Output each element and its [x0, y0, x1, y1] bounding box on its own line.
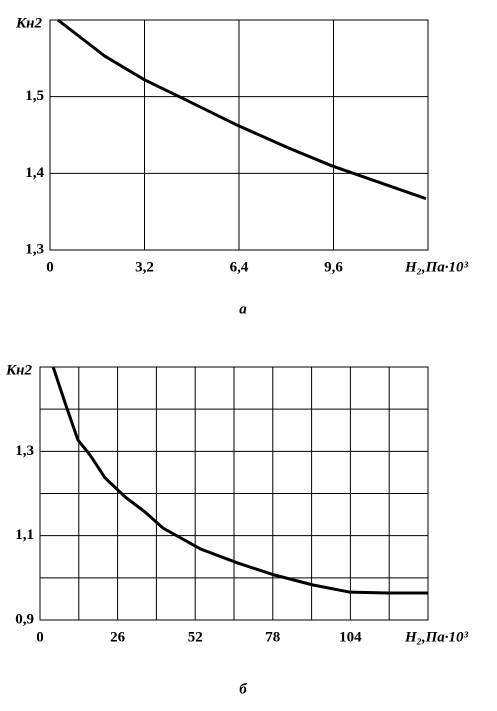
- y-tick-label: 1,3: [15, 443, 34, 459]
- y-axis-label: Кн2: [5, 362, 33, 378]
- y-tick-label: 1,3: [25, 241, 44, 257]
- x-tick-label: 78: [265, 629, 280, 645]
- x-tick-label: 6,4: [230, 259, 249, 275]
- x-tick-label: 0: [36, 629, 44, 645]
- y-tick-label: 1,4: [25, 165, 44, 181]
- x-axis-label: H₂,Па·10³: [404, 259, 469, 275]
- y-tick-label: 1,1: [15, 527, 34, 543]
- x-tick-label: 9,6: [324, 259, 343, 275]
- x-tick-label: 0: [46, 259, 54, 275]
- y-tick-label: 0,9: [15, 611, 34, 627]
- curve: [51, 366, 428, 595]
- x-tick-label: 3,2: [135, 259, 154, 275]
- y-tick-label: 1,5: [25, 88, 44, 104]
- y-axis-label: Кн2: [15, 15, 43, 31]
- caption: а: [239, 301, 247, 317]
- curve: [57, 18, 427, 201]
- x-tick-label: 26: [110, 629, 126, 645]
- caption: б: [239, 681, 247, 697]
- x-tick-label: 104: [339, 629, 362, 645]
- x-axis-label: H₂,Па·10³: [404, 629, 469, 645]
- x-tick-label: 52: [188, 629, 203, 645]
